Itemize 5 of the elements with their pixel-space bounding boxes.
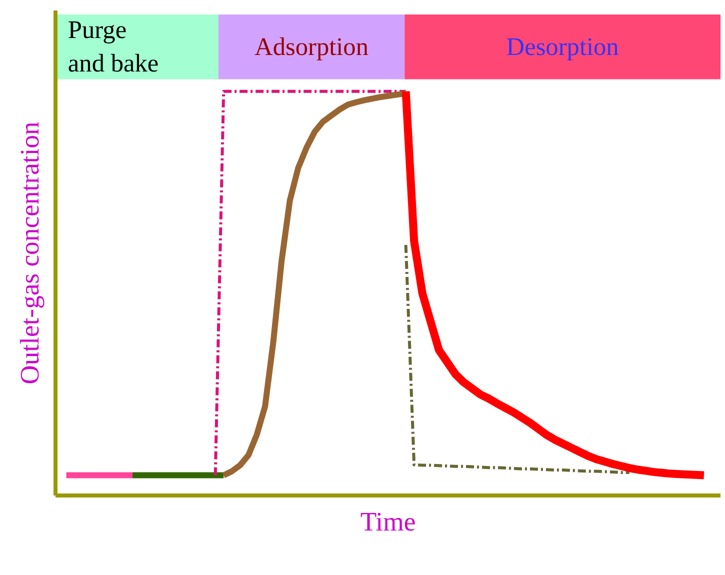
x-axis-title: Time <box>360 506 416 536</box>
y-axis-title: Outlet-gas concentration <box>14 122 44 384</box>
text: Desorption <box>506 32 620 61</box>
text: Purge and bake <box>68 16 159 78</box>
text: Adsorption <box>254 32 369 61</box>
